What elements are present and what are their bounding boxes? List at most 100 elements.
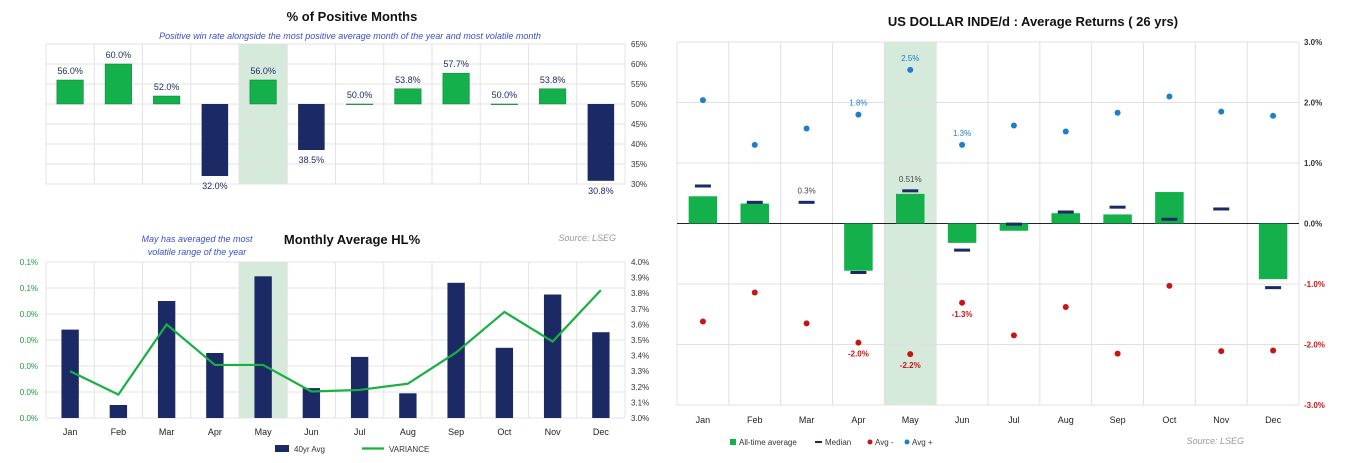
left-tick-label: 0.1%	[20, 258, 38, 267]
legend-label: 40yr Avg	[294, 445, 325, 454]
x-tick-label: Oct	[497, 427, 512, 437]
bar	[895, 193, 925, 224]
data-label: 52.0%	[154, 82, 180, 92]
bar	[109, 405, 128, 418]
y-tick-label: 60%	[631, 60, 647, 69]
bar	[688, 196, 718, 224]
point-label: 0.3%	[797, 186, 815, 195]
median-mark	[1109, 205, 1126, 209]
bar	[206, 353, 224, 418]
right-tick-label: 4.0%	[631, 258, 649, 267]
y-tick-label: 35%	[631, 160, 647, 169]
y-tick-label: 0.0%	[1304, 220, 1322, 229]
avg-plus-point	[1166, 93, 1173, 100]
highlight-band	[239, 44, 288, 184]
bar	[1051, 213, 1081, 224]
legend-swatch	[867, 439, 873, 445]
avg-minus-point	[751, 289, 758, 296]
y-tick-label: 1.0%	[1304, 159, 1322, 168]
monthly-average-hl-chart: Monthly Average HL% Source: LSEG 0.0% 0.0…	[20, 232, 649, 454]
bar	[61, 329, 79, 418]
right-tick-label: 3.9%	[631, 274, 649, 283]
right-tick-label: 3.3%	[631, 367, 649, 376]
bar	[249, 79, 277, 105]
right-tick-label: 3.6%	[631, 320, 649, 329]
left-tick-label: 0.0%	[20, 388, 38, 397]
y-tick-label: 65%	[631, 40, 647, 49]
legend-swatch	[815, 441, 822, 443]
data-label: 32.0%	[202, 181, 228, 191]
point-label: 1.8%	[849, 99, 867, 108]
legend-label: All-time average	[739, 438, 797, 447]
x-tick-label: Jun	[955, 415, 970, 425]
median-mark	[798, 200, 815, 204]
avg-minus-point	[803, 320, 810, 327]
point-label: -2.2%	[900, 361, 921, 370]
avg-plus-point	[1218, 108, 1225, 115]
chart-title: Monthly Average HL%	[284, 232, 421, 247]
x-tick-label: Jul	[1008, 415, 1020, 425]
legend-swatch	[904, 439, 910, 445]
x-tick-label: Jan	[696, 415, 711, 425]
point-label: 0.51%	[899, 175, 922, 184]
median-mark	[1057, 210, 1074, 214]
right-tick-label: 3.4%	[631, 352, 649, 361]
avg-minus-point	[959, 299, 966, 306]
legend-label: Avg +	[912, 438, 933, 447]
grid: 3.0% 2.0% 1.0% 0.0% -1.0% -2.0% -3.0%	[676, 38, 1325, 410]
avg-plus-point	[855, 111, 862, 118]
bar	[947, 223, 977, 243]
avg-minus-point	[1010, 332, 1017, 339]
data-label: 56.0%	[250, 66, 276, 76]
bar	[495, 347, 514, 418]
y-tick-label: -2.0%	[1304, 341, 1325, 350]
median-mark	[954, 248, 971, 252]
legend-label: Median	[825, 438, 851, 447]
chart-subtitle: Positive win rate alongside the most pos…	[159, 31, 541, 41]
x-tick-label: Jul	[354, 427, 366, 437]
y-tick-label: -1.0%	[1304, 280, 1325, 289]
median-mark	[902, 189, 919, 193]
median-mark	[1005, 222, 1022, 226]
bar	[999, 223, 1029, 231]
chart-title: US DOLLAR INDE/d : Average Returns ( 26 …	[888, 14, 1178, 29]
avg-minus-point	[1166, 282, 1173, 289]
avg-plus-point	[959, 141, 966, 148]
median-mark	[1265, 286, 1282, 290]
x-tick-label: Nov	[1213, 415, 1230, 425]
data-label: 50.0%	[347, 90, 373, 100]
bar	[740, 203, 770, 224]
x-tick-label: Apr	[851, 415, 865, 425]
point-label: 1.3%	[953, 129, 971, 138]
x-tick-label: Dec	[593, 427, 610, 437]
avg-plus-point	[803, 125, 810, 132]
avg-minus-point	[907, 351, 914, 358]
y-tick-label: 30%	[631, 180, 647, 189]
usd-average-returns-chart: US DOLLAR INDE/d : Average Returns ( 26 …	[676, 14, 1325, 447]
x-tick-label: Sep	[448, 427, 464, 437]
right-tick-label: 3.5%	[631, 336, 649, 345]
y-tick-label: 2.0%	[1304, 99, 1322, 108]
avg-minus-point	[1218, 348, 1225, 355]
avg-plus-point	[1062, 128, 1069, 135]
bar	[346, 103, 374, 105]
annotation-line: May has averaged the most	[141, 234, 253, 244]
chart-source: Source: LSEG	[1186, 436, 1244, 446]
bar	[543, 294, 562, 418]
data-label: 60.0%	[106, 50, 132, 60]
y-tick-label: 40%	[631, 140, 647, 149]
bar	[56, 79, 84, 105]
right-tick-label: 3.2%	[631, 383, 649, 392]
point-label: -1.3%	[952, 310, 973, 319]
annotation-line: volatile range of the year	[148, 247, 248, 257]
y-tick-label: 50%	[631, 100, 647, 109]
left-tick-label: 0.0%	[20, 336, 38, 345]
x-tick-label: Mar	[799, 415, 815, 425]
x-tick-label: Feb	[747, 415, 763, 425]
avg-plus-point	[1010, 122, 1017, 129]
avg-plus-point	[1270, 112, 1277, 119]
data-label: 38.5%	[299, 155, 325, 165]
chart-source: Source: LSEG	[558, 233, 616, 243]
legend-label: Avg -	[875, 438, 894, 447]
plot-area: Jan Feb Mar Apr May Jun Jul Aug Sep Oct Nov Dec 1.8%…	[688, 54, 1288, 447]
